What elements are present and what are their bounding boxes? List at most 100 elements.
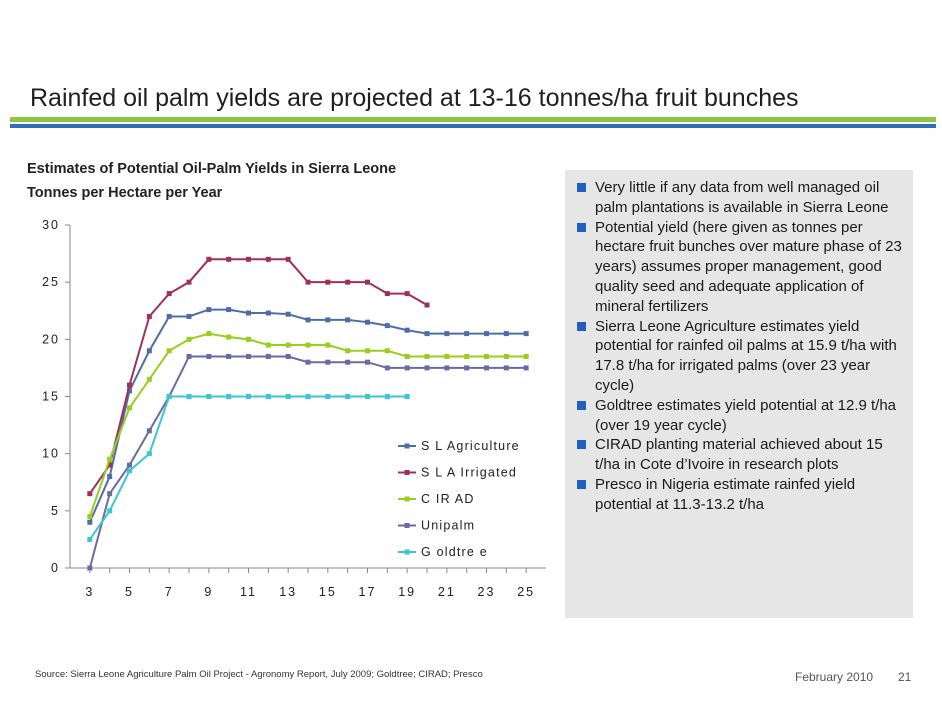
series-3-point	[146, 428, 152, 434]
x-tick-label: 19	[398, 585, 416, 599]
series-0-point	[444, 331, 450, 337]
y-tick-label: 25	[42, 275, 60, 289]
series-2-point	[146, 376, 152, 382]
title-rule-green	[10, 117, 936, 122]
series-2-point	[206, 331, 212, 337]
series-1-point	[305, 279, 311, 285]
series-1-point	[404, 291, 410, 297]
bullet-text: Goldtree estimates yield potential at 12…	[595, 396, 897, 434]
series-3-point	[444, 365, 450, 371]
series-3-point	[464, 365, 470, 371]
series-0-point	[305, 317, 311, 323]
bullet-text: Very little if any data from well manage…	[595, 179, 889, 216]
series-2-point	[464, 353, 470, 359]
series-2-point	[444, 353, 450, 359]
series-3-point	[365, 359, 370, 365]
bullet-square-icon	[577, 222, 586, 232]
series-0-point	[107, 474, 113, 480]
y-tick-label: 20	[42, 332, 60, 346]
x-tick-label: 13	[279, 585, 297, 599]
series-1-point	[365, 279, 370, 285]
series-1-point	[285, 256, 291, 262]
series-1-point	[345, 279, 351, 285]
series-1-point	[424, 302, 430, 308]
series-0-point	[246, 310, 251, 316]
series-3-point	[305, 359, 311, 365]
series-3-point	[523, 365, 529, 371]
series-0-point	[325, 317, 331, 323]
series-2-point	[226, 334, 232, 340]
series-4-point	[87, 536, 93, 542]
bullet-item: Presco in Nigeria estimate rainfed yield…	[573, 475, 909, 515]
series-3-point	[127, 462, 132, 468]
series-3-point	[404, 365, 410, 371]
series-3-point	[285, 353, 291, 359]
bullet-item: Goldtree estimates yield potential at 12…	[573, 396, 909, 436]
series-1-point	[226, 256, 232, 262]
series-4-point	[186, 394, 192, 399]
series-4-point	[107, 508, 113, 514]
series-0-point	[265, 310, 271, 316]
series-0-point	[424, 331, 430, 337]
x-tick-label: 21	[438, 585, 456, 599]
series-0-point	[127, 388, 132, 394]
series-1-point	[186, 279, 192, 285]
chart-title: Estimates of Potential Oil-Palm Yields i…	[27, 161, 397, 177]
bullet-item: Very little if any data from well manage…	[573, 178, 909, 218]
series-4-point	[345, 394, 351, 399]
series-3-point	[325, 359, 331, 365]
bullet-item: Sierra Leone Agriculture estimates yield…	[573, 317, 909, 396]
series-3-point	[107, 491, 113, 497]
series-line-3	[88, 355, 527, 569]
bullet-square-icon	[577, 321, 586, 331]
footer-date: February 2010	[795, 670, 874, 684]
series-0-point	[464, 331, 470, 337]
x-tick-label: 3	[85, 585, 94, 599]
series-2-point	[345, 348, 351, 354]
series-0-point	[523, 331, 529, 337]
series-0-point	[285, 311, 291, 317]
y-tick-label: 10	[42, 447, 60, 461]
legend-swatch-marker	[404, 549, 410, 555]
legend-label: Unipalm	[421, 519, 475, 533]
series-1-point	[265, 256, 271, 262]
bullet-square-icon	[577, 400, 586, 410]
series-0-point	[87, 519, 93, 525]
series-1-point	[325, 279, 331, 285]
series-4-point	[365, 394, 370, 399]
series-2-point	[305, 342, 311, 348]
y-tick-label: 30	[42, 218, 60, 232]
series-4-point	[265, 394, 271, 399]
series-0-point	[166, 313, 172, 319]
series-3-point	[226, 353, 232, 359]
series-0-point	[206, 307, 212, 313]
legend-label: S L A Irrigated	[421, 466, 517, 480]
x-tick-label: 23	[478, 585, 496, 599]
series-1-point	[146, 313, 152, 319]
bullet-text: Presco in Nigeria estimate rainfed yield…	[595, 475, 856, 513]
series-line-4	[89, 395, 408, 540]
title-rule-blue	[10, 124, 936, 128]
bullet-square-icon	[577, 440, 586, 450]
series-3-point	[206, 353, 212, 359]
bullet-text: Potential yield (here given as tonnes pe…	[595, 218, 902, 315]
series-3-point	[87, 565, 93, 571]
series-3-point	[246, 353, 251, 359]
bullet-item: Potential yield (here given as tonnes pe…	[573, 218, 909, 317]
series-0-point	[345, 317, 351, 323]
legend-swatch-marker	[404, 496, 410, 502]
y-tick-label: 0	[51, 561, 60, 575]
series-4-point	[384, 394, 390, 399]
slide-title: Rainfed oil palm yields are projected at…	[30, 84, 799, 112]
series-2-point	[503, 353, 509, 359]
bullet-text: Sierra Leone Agriculture estimates yield…	[595, 317, 897, 394]
series-0-point	[384, 323, 390, 329]
series-3-point	[265, 353, 271, 359]
legend-label: S L Agriculture	[421, 439, 520, 453]
series-3-point	[345, 359, 351, 365]
x-tick-label: 15	[319, 585, 337, 599]
series-1-point	[127, 382, 132, 388]
series-4-point	[246, 394, 251, 399]
legend-swatch-marker	[404, 443, 410, 449]
